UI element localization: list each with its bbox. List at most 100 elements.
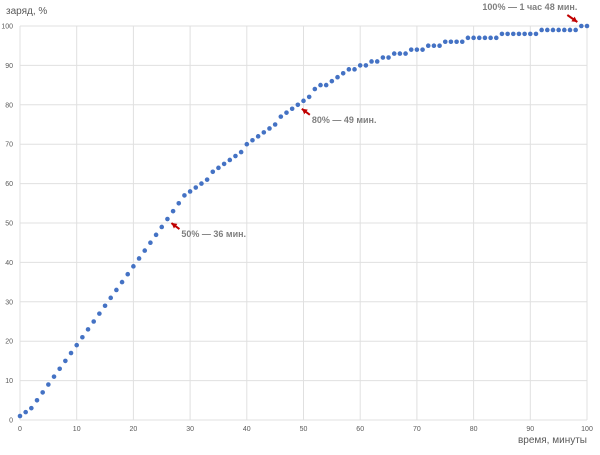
data-point: [567, 27, 573, 33]
data-point: [346, 67, 352, 72]
x-tick-label: 50: [300, 426, 308, 433]
data-point: [51, 374, 57, 379]
y-tick-label: 20: [5, 339, 13, 346]
data-point: [244, 141, 250, 147]
data-point: [136, 256, 142, 261]
data-point: [159, 224, 165, 230]
arrow-head-icon: [171, 223, 178, 229]
data-point: [119, 279, 125, 285]
x-tick-label: 70: [413, 426, 421, 433]
data-point: [323, 82, 329, 88]
x-tick-label: 100: [581, 426, 593, 433]
data-point: [562, 27, 567, 33]
data-point: [272, 122, 278, 127]
data-point: [425, 43, 431, 48]
data-point: [153, 232, 159, 238]
data-point: [516, 31, 522, 37]
data-point: [431, 43, 437, 48]
data-point: [148, 240, 153, 245]
data-point: [216, 165, 221, 171]
data-point: [335, 74, 340, 80]
data-point: [97, 311, 102, 316]
x-tick-label: 80: [470, 426, 478, 433]
data-point: [193, 185, 199, 190]
data-point: [493, 35, 499, 41]
data-point: [369, 59, 374, 64]
annotations: 50% — 36 мин. 80% — 49 мин. 100% — 1 час 4…: [170, 2, 578, 239]
data-point: [476, 35, 482, 41]
data-point: [306, 94, 312, 100]
data-point: [165, 216, 170, 222]
data-point: [459, 39, 465, 45]
y-tick-label: 100: [1, 24, 13, 31]
data-point: [414, 47, 420, 52]
data-point: [499, 31, 505, 37]
grid: [19, 25, 588, 421]
data-point: [34, 398, 40, 403]
data-point: [448, 39, 454, 45]
data-point: [284, 110, 289, 115]
x-tick-label: 0: [18, 426, 22, 433]
data-point: [556, 27, 561, 33]
data-point: [182, 193, 187, 198]
data-point: [301, 98, 306, 104]
data-point: [233, 153, 238, 159]
y-tick-label: 70: [5, 142, 13, 149]
data-point: [312, 86, 318, 92]
data-point: [142, 248, 148, 253]
y-tick-label: 50: [5, 221, 13, 228]
x-tick-label: 10: [73, 426, 81, 433]
annotation-label: 100% — 1 час 48 мин.: [482, 2, 577, 12]
x-axis-label: время, минуты: [518, 435, 587, 446]
data-point: [471, 35, 476, 41]
data-point: [357, 63, 363, 68]
data-point: [397, 51, 403, 56]
data-point: [131, 264, 136, 269]
data-point: [63, 358, 68, 364]
arrow-head-icon: [301, 108, 308, 115]
y-tick-label: 10: [5, 378, 13, 385]
y-tick-label: 90: [5, 63, 13, 70]
data-point: [437, 43, 442, 48]
data-point: [584, 23, 590, 29]
data-point: [23, 409, 28, 415]
x-tick-label: 20: [130, 426, 138, 433]
data-point: [187, 189, 193, 194]
data-point: [57, 366, 62, 372]
data-point: [374, 59, 380, 64]
data-point: [352, 67, 357, 72]
data-point: [238, 149, 244, 155]
data-point: [46, 382, 51, 387]
data-point: [510, 31, 516, 37]
data-point: [261, 130, 267, 135]
data-point: [68, 350, 74, 356]
x-tick-label: 30: [186, 426, 194, 433]
data-point: [40, 390, 45, 395]
data-point: [573, 27, 578, 33]
data-point: [102, 303, 108, 309]
data-point: [17, 413, 23, 419]
data-point: [386, 55, 391, 60]
data-point: [329, 78, 335, 84]
data-point: [199, 181, 204, 186]
y-tick-label: 40: [5, 260, 13, 267]
data-point: [488, 35, 493, 41]
data-point: [442, 39, 448, 45]
x-tick-label: 40: [243, 426, 251, 433]
y-tick-label: 0: [9, 418, 13, 425]
annotation-label: 50% — 36 мин.: [181, 229, 246, 239]
arrow-head-icon: [571, 16, 578, 22]
data-point: [550, 27, 556, 33]
data-point: [29, 405, 34, 411]
data-point: [533, 31, 539, 37]
data-point: [108, 295, 114, 301]
data-point: [408, 47, 414, 52]
data-point: [545, 27, 550, 33]
y-tick-label: 80: [5, 102, 13, 109]
data-point: [363, 63, 369, 68]
annotation-label: 80% — 49 мин.: [312, 115, 377, 125]
data-point: [289, 106, 295, 112]
x-tick-label: 90: [526, 426, 534, 433]
data-points: [17, 23, 590, 419]
